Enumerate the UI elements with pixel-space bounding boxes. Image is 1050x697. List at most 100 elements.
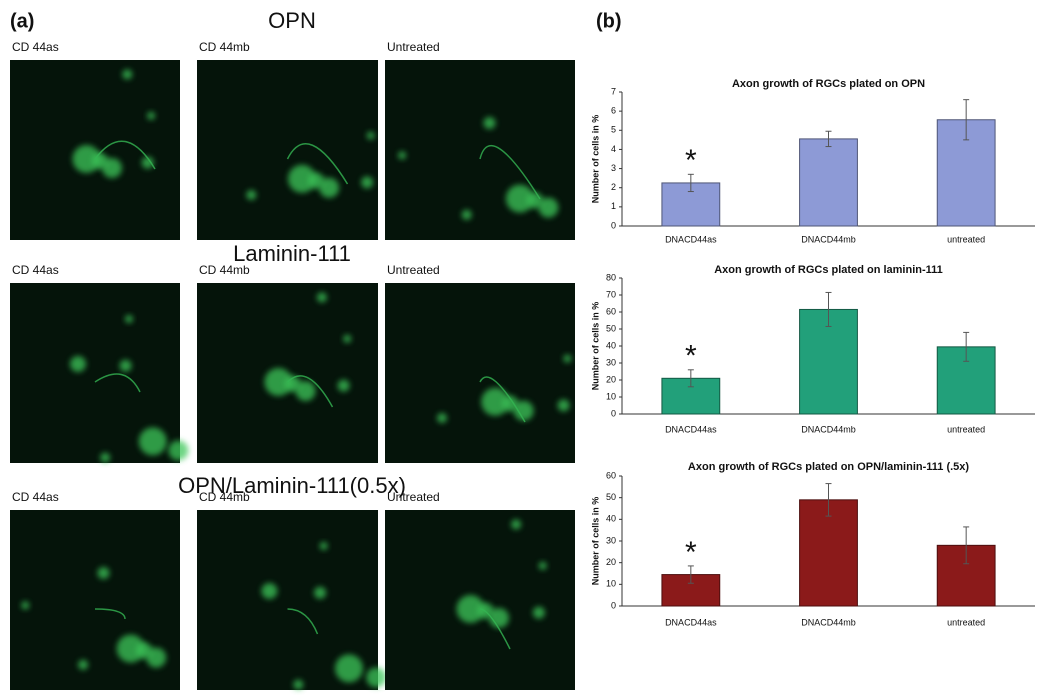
annotation: * (685, 536, 697, 569)
micrograph (385, 283, 575, 463)
cell-glow (489, 608, 509, 628)
cell-glow (97, 567, 110, 579)
cell-glow (456, 595, 485, 623)
y-axis-label: Number of cells in % (590, 497, 600, 586)
cell-glow (246, 190, 257, 200)
chart-title: Axon growth of RGCs plated on laminin-11… (714, 264, 943, 276)
image-caption: Untreated (387, 490, 440, 504)
error-bar (687, 565, 694, 584)
annotation: * (685, 144, 697, 177)
cell-glow (538, 197, 559, 218)
x-tick-label: DNACD44mb (801, 617, 856, 627)
bar (799, 138, 858, 227)
y-tick-label: 0 (611, 408, 616, 418)
cell-glow (147, 111, 156, 120)
y-tick-label: 0 (611, 600, 616, 610)
y-tick-label: 6 (611, 106, 616, 116)
chart-title: Axon growth of RGCs plated on OPN (732, 78, 925, 90)
x-tick-label: DNACD44mb (801, 424, 856, 434)
cell-glow (138, 427, 167, 456)
micrograph (10, 60, 180, 240)
x-tick-label: DNACD44mb (801, 234, 856, 244)
y-tick-label: 60 (606, 306, 616, 316)
cell-glow (125, 315, 133, 323)
x-tick-label: untreated (947, 424, 985, 434)
cell-glow (141, 156, 154, 169)
cell-glow (70, 356, 86, 372)
cell-glow (398, 151, 407, 160)
y-tick-label: 50 (606, 323, 616, 333)
image-background (385, 283, 575, 463)
cell-glow (319, 542, 328, 550)
cell-glow (319, 177, 340, 198)
image-caption: CD 44as (12, 40, 59, 54)
cell-glow (505, 184, 534, 213)
micrograph (197, 510, 387, 690)
cell-glow (337, 379, 350, 392)
y-tick-label: 70 (606, 289, 616, 299)
neurite (479, 145, 541, 200)
y-tick-label: 7 (611, 86, 616, 96)
cell-glow (102, 158, 122, 178)
cell-glow (481, 387, 510, 416)
cell-glow (287, 164, 316, 193)
error-bar (687, 369, 694, 388)
cell-glow (483, 117, 496, 129)
micrograph (10, 510, 180, 690)
cell-glow (295, 381, 316, 401)
cell-glow (116, 634, 145, 663)
image-caption: CD 44mb (199, 490, 250, 504)
image-caption: CD 44mb (199, 40, 250, 54)
y-tick-label: 3 (611, 163, 616, 173)
cell-glow (21, 601, 30, 610)
y-tick-label: 1 (611, 201, 616, 211)
error-bar (825, 130, 832, 148)
cell-glow (461, 209, 472, 220)
y-tick-label: 2 (611, 182, 616, 192)
x-tick-label: DNACD44as (665, 234, 717, 244)
y-tick-label: 10 (606, 391, 616, 401)
error-bar (825, 291, 832, 327)
cell-glow (513, 400, 534, 421)
image-caption: CD 44mb (199, 263, 250, 277)
image-caption: CD 44as (12, 263, 59, 277)
image-background (197, 60, 378, 240)
chart-title: Axon growth of RGCs plated on OPN/lamini… (688, 461, 969, 473)
neurite (94, 608, 126, 620)
cell-glow (563, 354, 572, 363)
image-caption: Untreated (387, 40, 440, 54)
neurite (286, 375, 334, 408)
neurite (286, 143, 349, 185)
cell-glow (366, 131, 375, 140)
y-tick-label: 30 (606, 535, 616, 545)
micrograph (10, 283, 189, 463)
y-tick-label: 10 (606, 579, 616, 589)
cell-glow (261, 583, 278, 599)
cell-glow (366, 667, 387, 688)
y-tick-label: 4 (611, 144, 616, 154)
error-bar (963, 526, 970, 565)
x-tick-label: DNACD44as (665, 617, 717, 627)
cell-glow (511, 519, 522, 530)
y-tick-label: 50 (606, 492, 616, 502)
neurite (94, 140, 156, 170)
cell-glow (119, 359, 132, 372)
micrograph (197, 60, 378, 240)
x-tick-label: DNACD44as (665, 424, 717, 434)
row-title: OPN/Laminin-111(0.5x) (178, 473, 406, 498)
row-title: OPN (268, 8, 316, 33)
error-bar (963, 99, 970, 141)
annotation: * (685, 340, 697, 373)
bar (799, 499, 858, 607)
y-tick-label: 30 (606, 357, 616, 367)
cell-glow (335, 654, 364, 683)
neurite (94, 373, 141, 393)
micrograph (385, 60, 575, 240)
cell-glow (78, 659, 89, 670)
error-bar (963, 331, 970, 362)
y-tick-label: 80 (606, 272, 616, 282)
y-tick-label: 40 (606, 514, 616, 524)
error-bar (687, 173, 694, 193)
cell-glow (316, 292, 327, 303)
